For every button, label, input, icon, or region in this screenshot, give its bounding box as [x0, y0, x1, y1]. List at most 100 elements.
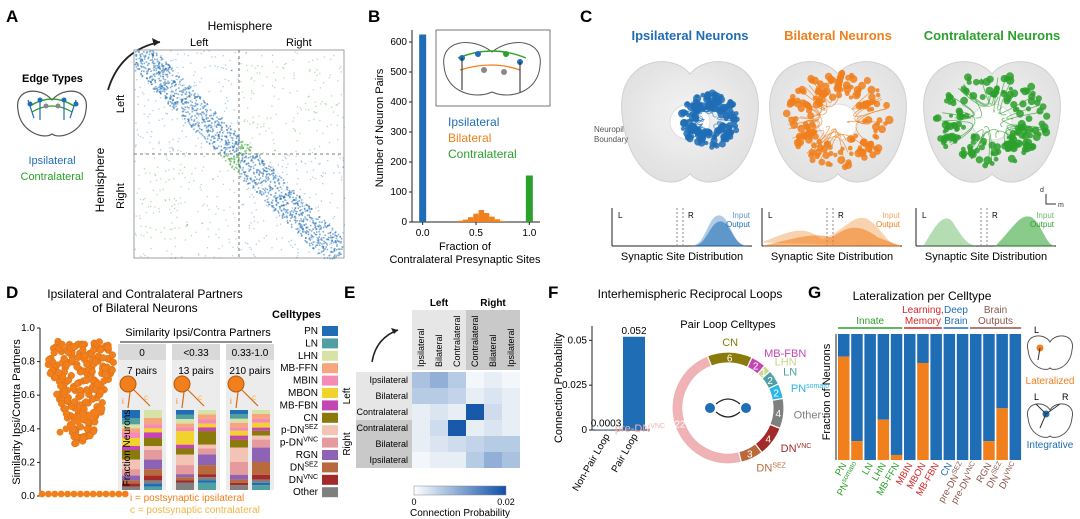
c-neuron-branch [686, 123, 703, 135]
matrix-point [196, 96, 198, 98]
matrix-point [308, 228, 310, 231]
c-neuron-soma [709, 144, 715, 150]
matrix-point [236, 135, 238, 138]
c-neuron-branch [813, 82, 832, 103]
matrix-point [314, 148, 316, 150]
matrix-point [335, 249, 338, 251]
c-neuron-soma [854, 149, 863, 158]
b-bar-ipsilateral [419, 34, 427, 222]
matrix-point [217, 134, 219, 137]
c-neuron-soma [975, 156, 984, 164]
matrix-point [258, 179, 261, 181]
matrix-point [226, 155, 229, 157]
matrix-point [206, 138, 209, 140]
d-swarm-point [101, 364, 109, 372]
matrix-point [243, 156, 246, 159]
matrix-point [319, 242, 321, 244]
matrix-point [223, 209, 225, 211]
matrix-point [330, 124, 332, 126]
matrix-point [297, 248, 299, 250]
matrix-point [302, 202, 304, 204]
matrix-point [165, 67, 168, 70]
matrix-point [206, 120, 209, 122]
matrix-point [296, 194, 298, 197]
matrix-point [138, 51, 140, 53]
matrix-point [172, 90, 174, 93]
matrix-point [161, 63, 163, 65]
matrix-point [265, 235, 268, 237]
d-swarm-point [91, 418, 99, 426]
matrix-point [217, 66, 219, 68]
celltype-legend-label: LHN [298, 351, 318, 362]
g-bar-lateralized [917, 362, 929, 460]
matrix-point [282, 200, 284, 203]
c-neuron-branch [963, 84, 982, 119]
matrix-point [160, 88, 163, 90]
matrix-point [311, 152, 313, 154]
matrix-point [320, 200, 322, 202]
matrix-point [253, 196, 255, 198]
matrix-point [164, 97, 167, 99]
d-bin-stack-segment [176, 414, 194, 419]
matrix-point [200, 133, 203, 135]
matrix-point [221, 129, 223, 132]
e-col-label: Contralateral [452, 315, 462, 367]
matrix-point [284, 156, 286, 158]
matrix-point [251, 92, 253, 94]
matrix-point [286, 209, 289, 211]
matrix-point [213, 148, 215, 150]
matrix-point [261, 65, 263, 68]
matrix-point [207, 125, 209, 128]
matrix-point [224, 139, 227, 142]
matrix-point [263, 125, 265, 128]
matrix-point [174, 237, 176, 239]
c-dist-output [994, 216, 1055, 247]
d-swarm-point [53, 390, 61, 398]
matrix-point [164, 82, 167, 85]
c-neuron-soma [789, 93, 796, 100]
matrix-point [289, 191, 291, 193]
matrix-point [336, 243, 338, 246]
matrix-point [250, 98, 252, 100]
matrix-point [224, 159, 227, 162]
matrix-point [251, 212, 253, 214]
d-swarm-point [51, 490, 59, 498]
b-ytick-label: 600 [390, 37, 407, 48]
matrix-point [307, 233, 310, 235]
matrix-point [309, 149, 311, 151]
matrix-point [141, 91, 144, 94]
matrix-point [244, 171, 246, 174]
matrix-point [312, 221, 315, 224]
matrix-point [168, 199, 171, 201]
matrix-point [166, 69, 168, 72]
matrix-point [239, 161, 242, 164]
d-swarm-point [99, 354, 107, 362]
matrix-point [249, 165, 251, 168]
matrix-point [166, 113, 168, 115]
matrix-point [191, 110, 194, 113]
matrix-point [216, 116, 218, 119]
matrix-point [208, 208, 210, 211]
f-donut-count: 2 [767, 376, 773, 387]
matrix-point [268, 165, 270, 167]
matrix-point [188, 119, 190, 122]
matrix-point [303, 224, 306, 227]
matrix-point [173, 84, 176, 87]
matrix-point [305, 237, 307, 240]
matrix-point [237, 246, 239, 249]
matrix-point [306, 214, 309, 217]
matrix-point [152, 53, 154, 55]
celltype-legend-label: LN [305, 338, 318, 349]
matrix-point [180, 150, 182, 152]
matrix-point [284, 192, 287, 195]
matrix-point [169, 147, 171, 149]
matrix-point [218, 123, 220, 125]
matrix-point [257, 158, 259, 161]
g-bar-integrative [917, 334, 929, 363]
g-bar-integrative [864, 334, 876, 460]
matrix-point [181, 84, 184, 87]
d-bin-stack-segment [176, 419, 194, 424]
d-swarm-point [68, 356, 77, 364]
matrix-point [224, 78, 226, 81]
panel-f-letter: F [548, 283, 558, 302]
